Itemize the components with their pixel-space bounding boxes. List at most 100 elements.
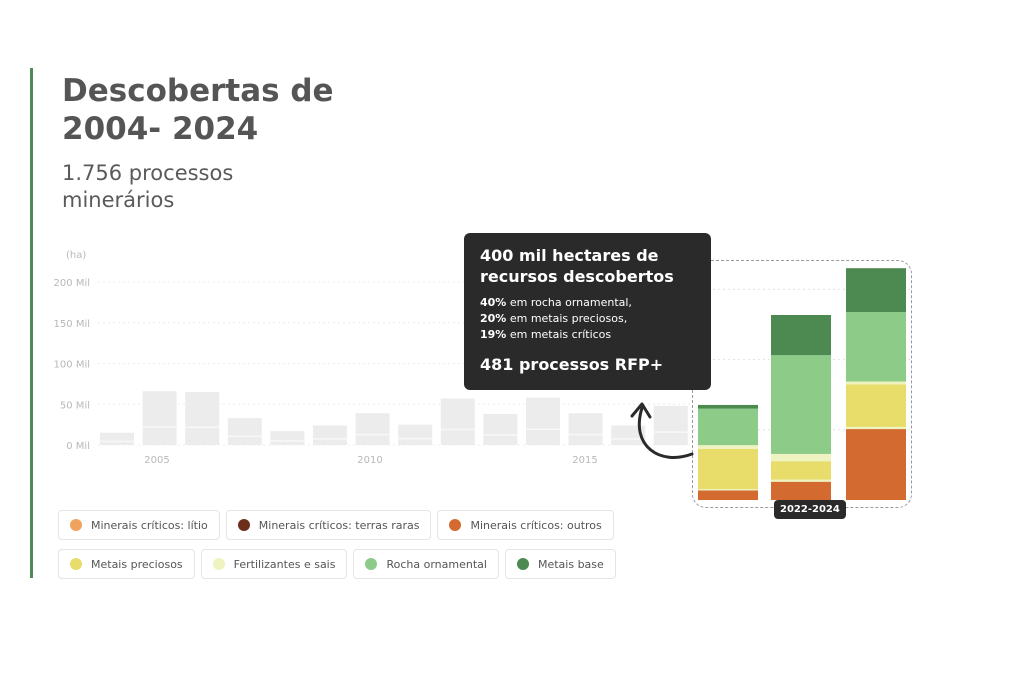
background-bar: [313, 425, 347, 445]
legend-row-2: Metais preciosos Fertilizantes e sais Ro…: [58, 549, 616, 579]
background-bar-segment-divider: [440, 428, 475, 431]
zoom-bar-segment: [771, 355, 831, 454]
background-bar-segment-divider: [355, 433, 390, 436]
zoom-bar-segment: [771, 481, 831, 500]
y-tick-label: 50 Mil: [60, 400, 90, 411]
background-bar: [185, 392, 220, 445]
tooltip-line-text: em rocha ornamental,: [506, 296, 632, 309]
tooltip-headline: 400 mil hectares de recursos descobertos: [480, 246, 674, 286]
zoom-bar-segment: [698, 448, 758, 490]
tooltip-pct: 19%: [480, 328, 507, 341]
zoom-bar-segment: [698, 490, 758, 500]
y-tick-label: 150 Mil: [54, 319, 90, 330]
background-bar: [270, 431, 305, 445]
legend-item-terras-raras[interactable]: Minerais críticos: terras raras: [225, 510, 432, 540]
legend-label: Minerais críticos: outros: [470, 518, 602, 532]
background-bar: [100, 432, 134, 445]
background-bar: [398, 424, 433, 445]
y-tick-label: 100 Mil: [54, 360, 90, 371]
background-bar-segment-divider: [611, 438, 646, 440]
curved-arrow-icon: [630, 402, 694, 459]
legend-label: Rocha ornamental: [386, 557, 487, 571]
background-bar-segment-divider: [227, 435, 262, 438]
legend-item-fertilizantes[interactable]: Fertilizantes e sais: [200, 549, 348, 579]
background-bar-segment-divider: [568, 433, 603, 436]
tooltip-line: 40% em rocha ornamental,: [480, 295, 695, 311]
background-bar-segment-divider: [142, 426, 177, 428]
legend-dot-icon: [365, 558, 378, 570]
background-bar: [653, 405, 688, 445]
legend-label: Fertilizantes e sais: [233, 557, 336, 571]
background-bar: [142, 391, 177, 445]
legend-dot-icon: [449, 519, 462, 531]
period-badge: 2022-2024: [774, 500, 846, 519]
legend-label: Metais base: [537, 557, 604, 571]
zoom-bar-segment: [771, 479, 831, 482]
legend-row-1: Minerais críticos: lítio Minerais crític…: [58, 510, 614, 540]
background-bar: [611, 425, 646, 445]
y-tick-label: 200 Mil: [54, 278, 90, 289]
zoom-bar-segment: [698, 489, 758, 491]
zoom-bar-segment: [771, 453, 831, 462]
legend-label: Minerais críticos: lítio: [91, 518, 208, 532]
legend: Minerais críticos: lítio Minerais crític…: [58, 510, 616, 588]
background-bar: [355, 413, 390, 445]
background-bar-segment-divider: [483, 434, 518, 436]
zoom-chart: [693, 268, 911, 500]
tooltip-line: 20% em metais preciosos,: [480, 311, 695, 327]
legend-item-rocha-ornamental[interactable]: Rocha ornamental: [353, 549, 499, 579]
accent-bar: [30, 68, 33, 578]
legend-item-outros[interactable]: Minerais críticos: outros: [437, 510, 614, 540]
background-bar: [483, 414, 518, 445]
legend-item-metais-preciosos[interactable]: Metais preciosos: [58, 549, 195, 579]
background-bar-segment-divider: [185, 426, 220, 428]
zoom-bar-segment: [771, 461, 831, 480]
background-bar-segment-divider: [526, 428, 560, 430]
zoom-bar-segment: [846, 312, 906, 382]
legend-label: Metais preciosos: [91, 557, 183, 571]
background-bar: [227, 418, 262, 445]
legend-dot-icon: [70, 558, 82, 570]
legend-dot-icon: [237, 519, 250, 531]
background-bar-segment-divider: [100, 440, 134, 443]
zoom-bar-segment: [846, 429, 906, 500]
legend-dot-icon: [212, 558, 225, 570]
zoom-bar-segment: [846, 384, 906, 427]
zoom-bar-segment: [698, 404, 758, 409]
y-tick-label: 0 Mil: [66, 441, 90, 452]
background-bar: [440, 398, 475, 445]
x-tick-label: 2005: [144, 455, 169, 466]
tooltip-pct: 20%: [480, 312, 507, 325]
zoom-bar-segment: [698, 445, 758, 449]
y-axis-label: (ha): [66, 250, 86, 261]
zoom-panel: [692, 260, 912, 508]
background-bar-segment-divider: [313, 438, 347, 440]
tooltip-line: 19% em metais críticos: [480, 327, 695, 343]
zoom-bar-segment: [846, 268, 906, 313]
tooltip: 400 mil hectares de recursos descobertos…: [464, 233, 711, 390]
background-bar-segment-divider: [653, 431, 688, 433]
legend-item-metais-base[interactable]: Metais base: [504, 549, 616, 579]
legend-item-litio[interactable]: Minerais críticos: lítio: [58, 510, 220, 540]
background-bar: [526, 397, 560, 445]
tooltip-line-text: em metais críticos: [506, 328, 612, 341]
zoom-bar-segment: [846, 426, 906, 430]
tooltip-line-text: em metais preciosos,: [506, 312, 628, 325]
tooltip-breakdown: 40% em rocha ornamental, 20% em metais p…: [480, 295, 695, 343]
page-subtitle: 1.756 processos minerários: [62, 161, 234, 212]
tooltip-pct: 40%: [480, 296, 507, 309]
background-bar: [568, 413, 603, 445]
legend-dot-icon: [516, 558, 529, 570]
zoom-bar-segment: [846, 381, 906, 385]
zoom-bar-segment: [771, 314, 831, 356]
page-title: Descobertas de 2004- 2024: [62, 73, 334, 147]
legend-dot-icon: [70, 519, 82, 531]
tooltip-footer: 481 processos RFP+: [480, 355, 664, 374]
zoom-bar-segment: [698, 408, 758, 446]
background-bar-segment-divider: [398, 437, 433, 440]
background-bar-segment-divider: [270, 440, 305, 442]
legend-label: Minerais críticos: terras raras: [258, 518, 420, 532]
x-tick-label: 2010: [357, 455, 382, 466]
x-tick-label: 2015: [572, 455, 597, 466]
